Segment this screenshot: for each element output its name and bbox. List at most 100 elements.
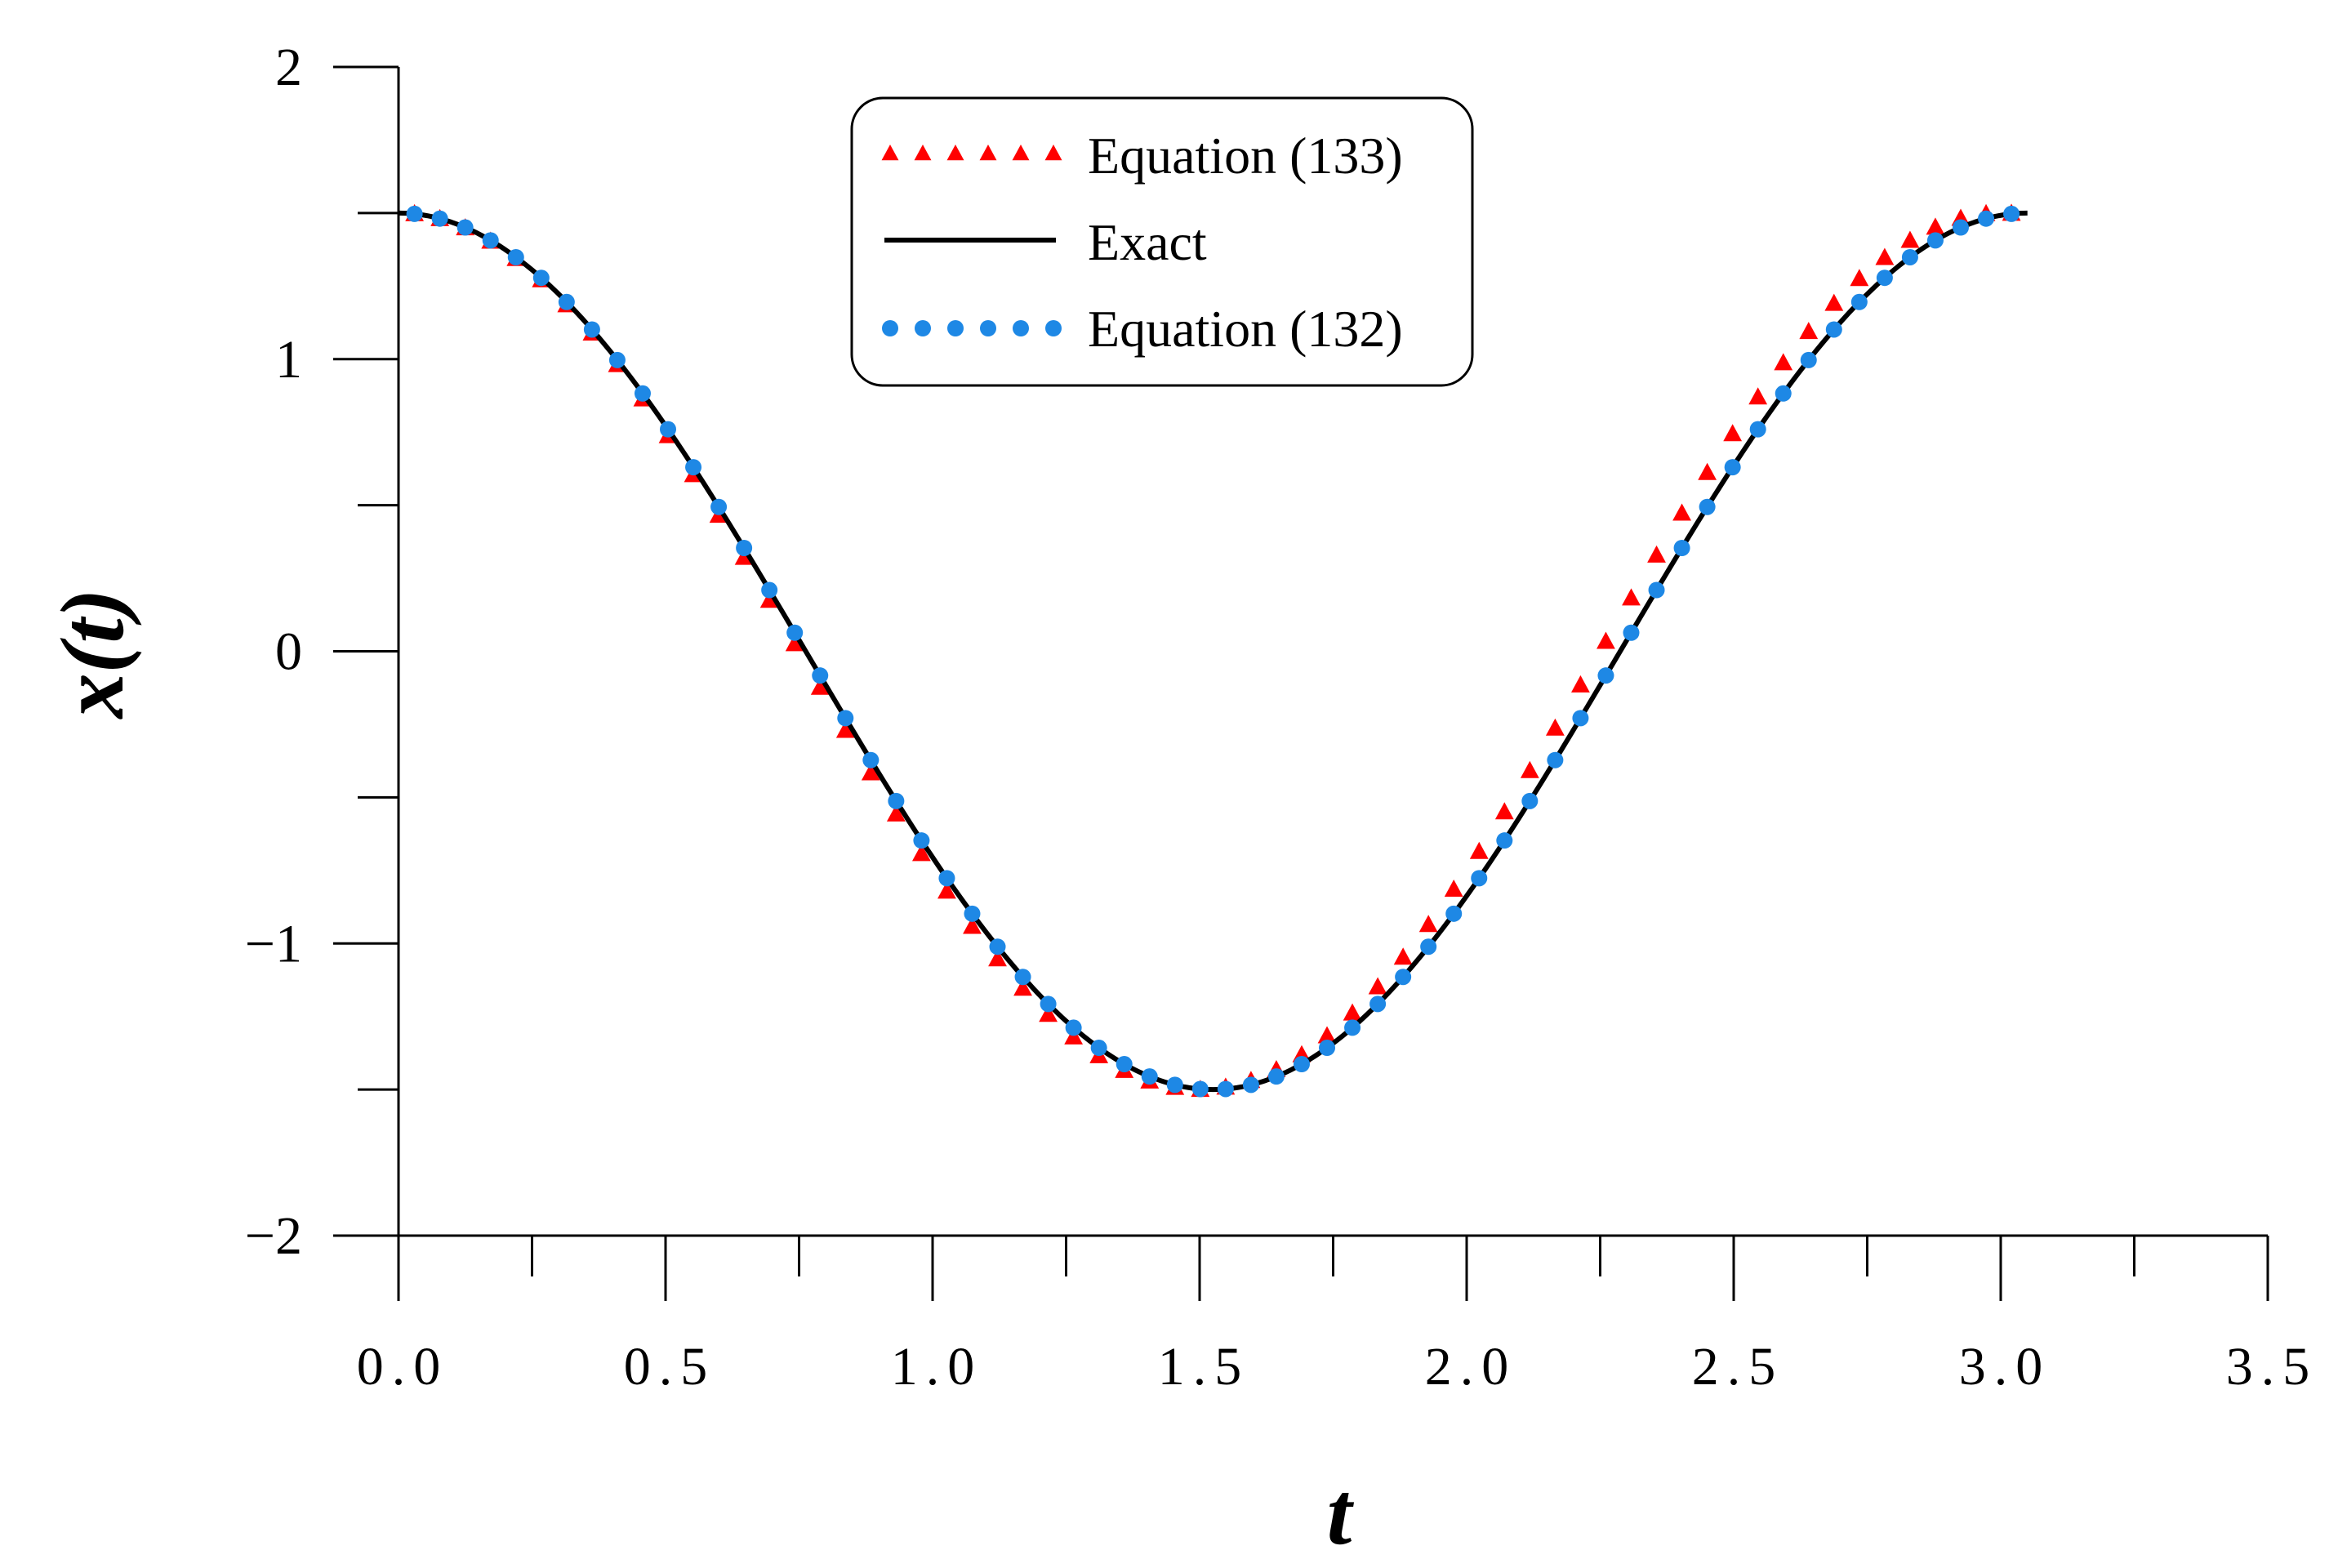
legend-label-exact: Exact: [1088, 213, 1207, 271]
marker-equation-132: [1699, 498, 1716, 515]
marker-equation-132: [1471, 870, 1488, 887]
x-tick-label: 3.0: [1959, 1337, 2051, 1396]
marker-equation-133: [1723, 424, 1743, 442]
legend-marker-circle: [1045, 320, 1062, 336]
marker-equation-132: [1648, 581, 1665, 599]
marker-equation-132: [1267, 1068, 1285, 1085]
marker-equation-132: [1344, 1019, 1361, 1036]
legend-label-equation-132: Equation (132): [1088, 300, 1403, 358]
series-layer: [398, 203, 2028, 1098]
marker-equation-133: [1545, 718, 1565, 736]
marker-equation-133: [1571, 675, 1590, 693]
marker-equation-132: [608, 351, 626, 368]
marker-equation-133: [1039, 1004, 1058, 1022]
marker-equation-133: [1368, 977, 1387, 995]
marker-equation-132: [1850, 293, 1868, 310]
legend-marker-triangle: [1044, 145, 1062, 161]
marker-equation-132: [1953, 219, 1970, 236]
marker-equation-132: [1901, 248, 1918, 265]
marker-equation-133: [1597, 631, 1615, 649]
x-tick-label: 1.5: [1158, 1337, 1250, 1396]
marker-equation-133: [1774, 353, 1793, 371]
marker-equation-133: [1622, 588, 1641, 606]
legend-marker-circle: [947, 320, 964, 336]
legend-marker-triangle: [914, 145, 932, 161]
marker-equation-132: [583, 321, 600, 338]
marker-equation-132: [913, 832, 930, 849]
marker-equation-132: [1217, 1080, 1234, 1098]
marker-equation-133: [1013, 978, 1032, 996]
marker-equation-133: [1900, 230, 1920, 248]
marker-equation-132: [456, 219, 474, 236]
marker-equation-132: [1116, 1056, 1133, 1073]
marker-equation-132: [1014, 969, 1031, 986]
marker-equation-132: [660, 421, 677, 438]
legend-label-equation-133: Equation (133): [1088, 127, 1403, 185]
marker-equation-132: [685, 459, 702, 476]
marker-equation-133: [1850, 269, 1869, 287]
marker-equation-132: [938, 870, 955, 887]
marker-equation-133: [785, 634, 804, 652]
marker-equation-132: [1547, 751, 1564, 768]
marker-equation-133: [1418, 915, 1438, 933]
marker-equation-133: [988, 949, 1007, 967]
legend-marker-triangle: [1012, 145, 1030, 161]
marker-equation-132: [558, 293, 575, 310]
y-tick-label: 1: [275, 330, 302, 390]
marker-equation-133: [963, 916, 982, 934]
marker-equation-132: [812, 667, 829, 684]
legend-marker-triangle: [946, 145, 964, 161]
marker-equation-132: [888, 792, 905, 809]
marker-equation-132: [837, 710, 854, 727]
legend-symbol-equation-133: [881, 145, 1062, 161]
marker-equation-132: [1040, 996, 1057, 1013]
marker-equation-132: [1496, 832, 1513, 849]
marker-equation-132: [1065, 1019, 1082, 1036]
legend-marker-triangle: [881, 145, 899, 161]
marker-equation-133: [1494, 802, 1514, 820]
marker-equation-133: [861, 763, 880, 781]
marker-equation-133: [1647, 545, 1666, 563]
marker-equation-133: [1520, 760, 1539, 778]
marker-equation-132: [1572, 710, 1589, 727]
marker-equation-133: [810, 677, 830, 695]
marker-equation-132: [507, 248, 524, 265]
marker-equation-132: [1749, 421, 1766, 438]
x-tick-label: 2.5: [1692, 1337, 1784, 1396]
marker-equation-132: [1926, 232, 1944, 249]
marker-equation-132: [710, 498, 728, 515]
marker-equation-132: [862, 751, 880, 768]
legend: Equation (133) Exact Equation (132): [850, 96, 1474, 387]
marker-equation-132: [1978, 210, 1995, 227]
marker-equation-132: [1141, 1068, 1158, 1085]
marker-equation-133: [1393, 947, 1413, 965]
marker-equation-132: [1319, 1040, 1336, 1057]
marker-equation-132: [736, 540, 753, 557]
marker-equation-132: [761, 581, 778, 599]
marker-equation-132: [1369, 996, 1387, 1013]
marker-equation-133: [1799, 322, 1819, 340]
marker-equation-133: [1748, 387, 1768, 405]
marker-equation-132: [431, 210, 448, 227]
legend-marker-circle: [915, 320, 931, 336]
marker-equation-132: [1420, 938, 1437, 956]
marker-equation-132: [1242, 1076, 1259, 1094]
marker-equation-132: [989, 938, 1006, 956]
marker-equation-133: [937, 881, 956, 899]
marker-equation-133: [759, 590, 779, 608]
y-tick-label: −2: [245, 1206, 302, 1266]
marker-equation-133: [835, 720, 855, 738]
marker-equation-132: [1445, 905, 1463, 922]
marker-equation-133: [1343, 1003, 1362, 1021]
marker-equation-133: [886, 804, 906, 822]
x-tick-label: 0.5: [624, 1337, 716, 1396]
y-axis-title: x(t): [42, 589, 142, 720]
marker-equation-132: [634, 385, 651, 402]
marker-equation-132: [1293, 1056, 1310, 1073]
x-tick-label: 3.5: [2226, 1337, 2318, 1396]
x-tick-label: 0.0: [357, 1337, 449, 1396]
marker-equation-132: [786, 624, 804, 641]
series-equation-132: [406, 205, 2020, 1098]
y-tick-label: −1: [245, 914, 302, 973]
marker-equation-132: [1825, 321, 1842, 338]
